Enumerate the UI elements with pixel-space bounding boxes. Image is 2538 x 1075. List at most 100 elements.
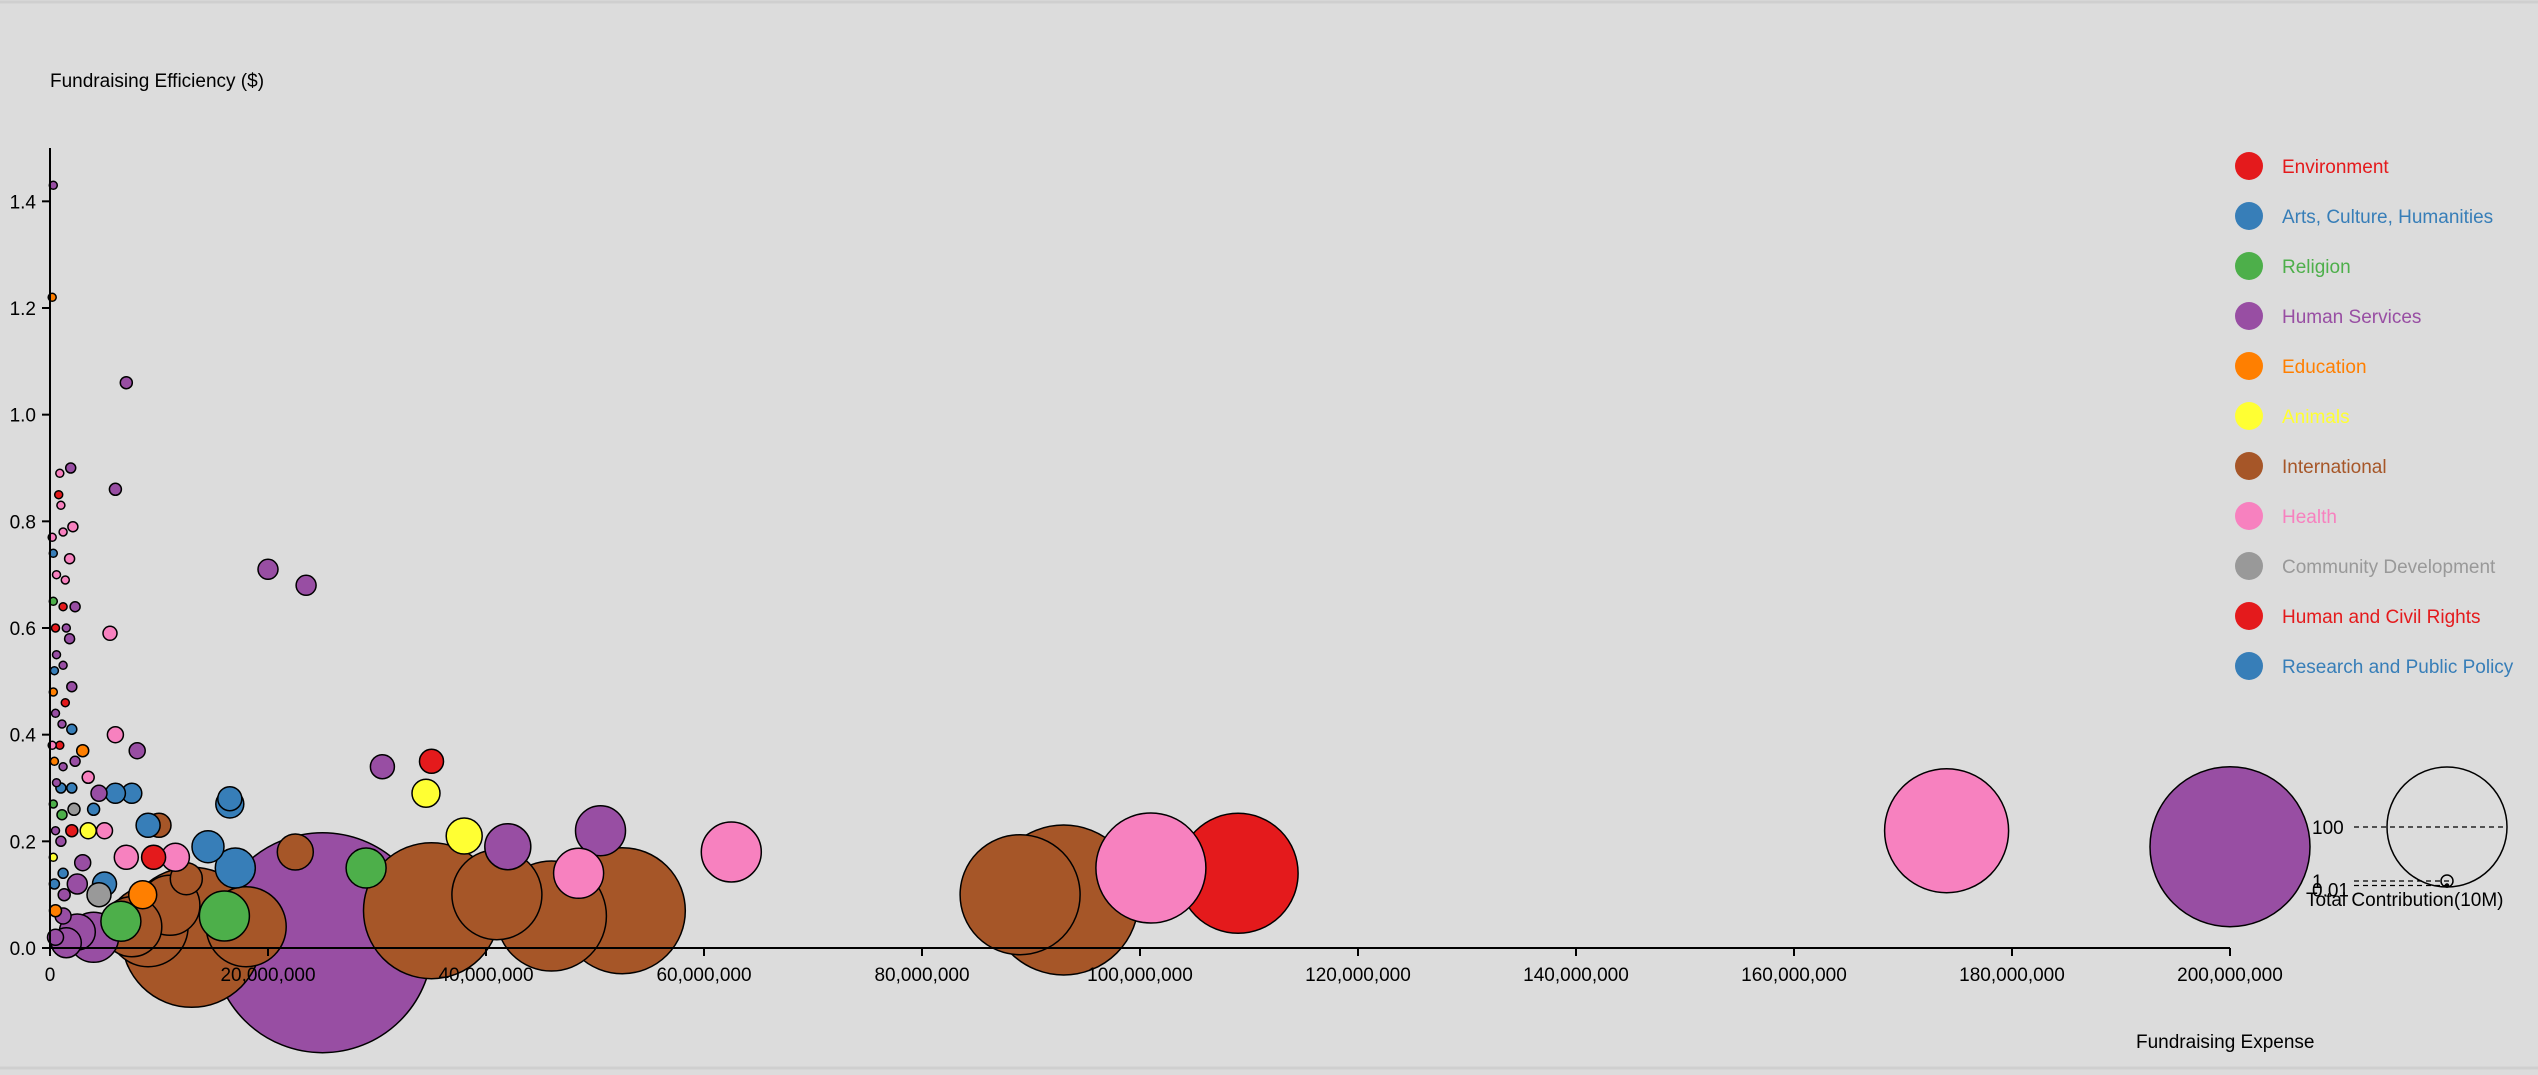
legend-item: Arts, Culture, Humanities bbox=[2235, 202, 2493, 230]
legend-item: Human and Civil Rights bbox=[2235, 602, 2481, 630]
data-point bbox=[700, 821, 763, 883]
x-axis-label: Fundraising Expense bbox=[2136, 1032, 2315, 1053]
data-point bbox=[79, 821, 97, 840]
data-point bbox=[69, 600, 81, 613]
data-point bbox=[67, 520, 79, 533]
legend-swatch bbox=[2235, 302, 2263, 330]
data-point bbox=[57, 887, 71, 902]
legend-swatch bbox=[2235, 452, 2263, 480]
size-legend-label: 100 bbox=[2312, 818, 2344, 839]
data-point bbox=[198, 890, 251, 942]
x-tick-label: 140,000,000 bbox=[1523, 965, 1629, 986]
data-point bbox=[102, 625, 118, 642]
data-point bbox=[50, 708, 61, 719]
y-tick-label: 0.4 bbox=[10, 726, 37, 747]
legend-item: International bbox=[2235, 452, 2387, 480]
legend-item: Health bbox=[2235, 502, 2337, 530]
data-point bbox=[418, 748, 445, 775]
legend-swatch bbox=[2235, 602, 2263, 630]
legend-label: Education bbox=[2282, 357, 2367, 378]
data-point bbox=[69, 755, 81, 768]
data-point bbox=[119, 375, 134, 390]
x-tick-label: 60,000,000 bbox=[656, 965, 751, 986]
data-point bbox=[106, 725, 125, 744]
data-point bbox=[53, 489, 64, 500]
data-point bbox=[66, 782, 78, 794]
legend-label: Health bbox=[2282, 507, 2337, 528]
data-point bbox=[484, 822, 532, 871]
legend-swatch bbox=[2235, 652, 2263, 680]
x-tick-label: 40,000,000 bbox=[438, 965, 533, 986]
data-point bbox=[48, 903, 63, 918]
data-point bbox=[58, 601, 68, 612]
data-point bbox=[2149, 765, 2311, 928]
data-point bbox=[127, 879, 158, 910]
data-point bbox=[345, 847, 387, 889]
legend-label: Environment bbox=[2282, 157, 2389, 178]
y-tick-label: 0.6 bbox=[10, 619, 36, 640]
legend-label: Human Services bbox=[2282, 307, 2421, 328]
data-point bbox=[57, 867, 69, 880]
data-point bbox=[65, 823, 79, 838]
data-point bbox=[81, 770, 95, 785]
data-point bbox=[257, 558, 279, 581]
x-tick-label: 20,000,000 bbox=[220, 965, 315, 986]
data-point bbox=[46, 928, 65, 947]
data-point bbox=[369, 753, 396, 780]
data-point bbox=[135, 812, 161, 839]
data-point bbox=[58, 761, 68, 772]
data-point bbox=[90, 784, 108, 803]
legend-item: Animals bbox=[2235, 402, 2350, 430]
data-point bbox=[140, 844, 167, 871]
x-tick-label: 120,000,000 bbox=[1305, 965, 1411, 986]
legend-item: Environment bbox=[2235, 152, 2389, 180]
legend-label: Human and Civil Rights bbox=[2282, 607, 2481, 628]
size-legend-label: 0.01 bbox=[2312, 881, 2349, 902]
data-point bbox=[411, 778, 441, 809]
x-tick-label: 100,000,000 bbox=[1087, 965, 1193, 986]
data-point bbox=[55, 468, 65, 479]
data-point bbox=[55, 740, 65, 751]
data-point bbox=[100, 900, 142, 943]
data-point bbox=[1883, 767, 2010, 894]
data-point bbox=[552, 847, 605, 900]
legend-item: Community Development bbox=[2235, 552, 2496, 580]
y-tick-label: 1.0 bbox=[10, 406, 36, 427]
data-point bbox=[128, 741, 146, 760]
y-axis-ticks: 0.0 0.2 0.4 0.6 0.8 1.0 1.2 1.4 bbox=[10, 192, 50, 960]
data-point bbox=[445, 817, 483, 855]
x-tick-label: 200,000,000 bbox=[2177, 965, 2283, 986]
legend-item: Education bbox=[2235, 352, 2367, 380]
size-legend: 100 10.01 Total Contribution(10M) bbox=[2306, 766, 2508, 911]
data-point bbox=[49, 665, 60, 676]
size-legend-label: 1 bbox=[2312, 872, 2323, 893]
y-tick-label: 0.0 bbox=[10, 939, 36, 960]
data-point bbox=[51, 777, 62, 788]
data-point bbox=[75, 743, 90, 758]
data-point bbox=[56, 500, 66, 511]
data-point bbox=[60, 697, 71, 708]
data-point bbox=[217, 785, 243, 812]
y-tick-label: 0.8 bbox=[10, 512, 36, 533]
y-tick-label: 1.4 bbox=[10, 192, 37, 213]
x-axis-ticks: 0 20,000,000 40,000,000 60,000,000 80,000,00… bbox=[45, 948, 2283, 986]
data-point bbox=[574, 804, 627, 857]
legend-label: Religion bbox=[2282, 257, 2351, 278]
data-point bbox=[60, 575, 71, 585]
y-tick-label: 1.2 bbox=[10, 299, 36, 320]
data-point bbox=[61, 623, 72, 633]
data-point bbox=[214, 847, 257, 889]
data-point bbox=[959, 833, 1081, 956]
legend-label: International bbox=[2282, 457, 2387, 478]
size-legend-title: Total Contribution(10M) bbox=[2306, 890, 2503, 911]
data-point bbox=[104, 782, 127, 805]
data-point bbox=[67, 802, 81, 817]
data-point bbox=[66, 723, 78, 736]
data-point bbox=[66, 873, 89, 895]
data-point bbox=[295, 574, 317, 597]
data-point bbox=[86, 881, 112, 908]
legend-label: Animals bbox=[2282, 407, 2350, 428]
legend-label: Arts, Culture, Humanities bbox=[2282, 207, 2493, 228]
